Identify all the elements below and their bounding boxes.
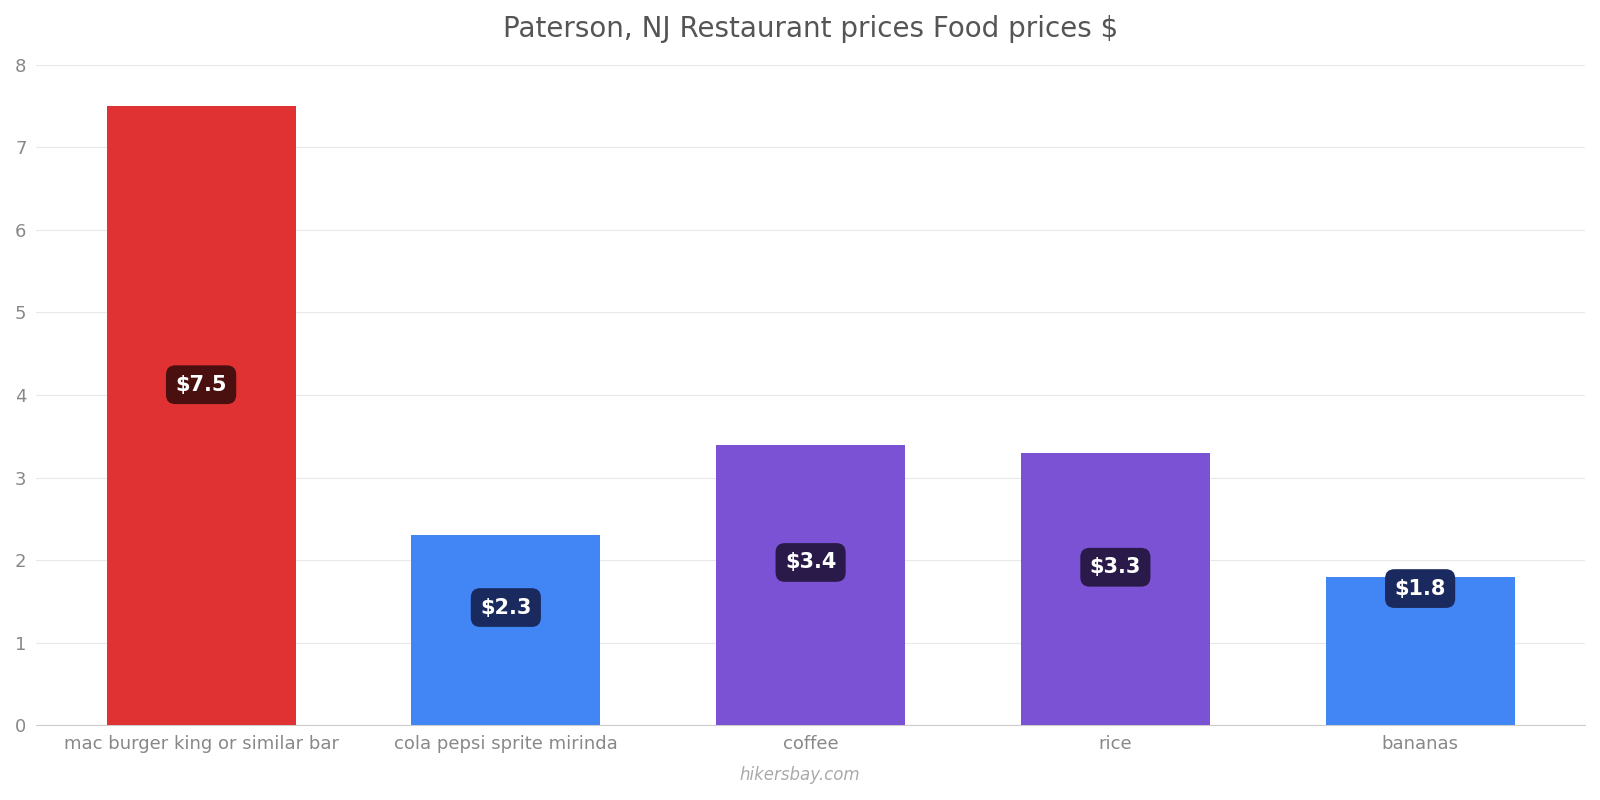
Text: $7.5: $7.5 xyxy=(176,374,227,394)
Text: $2.3: $2.3 xyxy=(480,598,531,618)
Bar xyxy=(1326,577,1515,726)
Text: $1.8: $1.8 xyxy=(1395,578,1446,598)
Text: $3.4: $3.4 xyxy=(786,553,837,573)
Text: hikersbay.com: hikersbay.com xyxy=(739,766,861,784)
Bar xyxy=(411,535,600,726)
Bar xyxy=(1021,453,1210,726)
Bar xyxy=(107,106,296,726)
Text: $3.3: $3.3 xyxy=(1090,558,1141,578)
Title: Paterson, NJ Restaurant prices Food prices $: Paterson, NJ Restaurant prices Food pric… xyxy=(502,15,1118,43)
Bar xyxy=(717,445,906,726)
